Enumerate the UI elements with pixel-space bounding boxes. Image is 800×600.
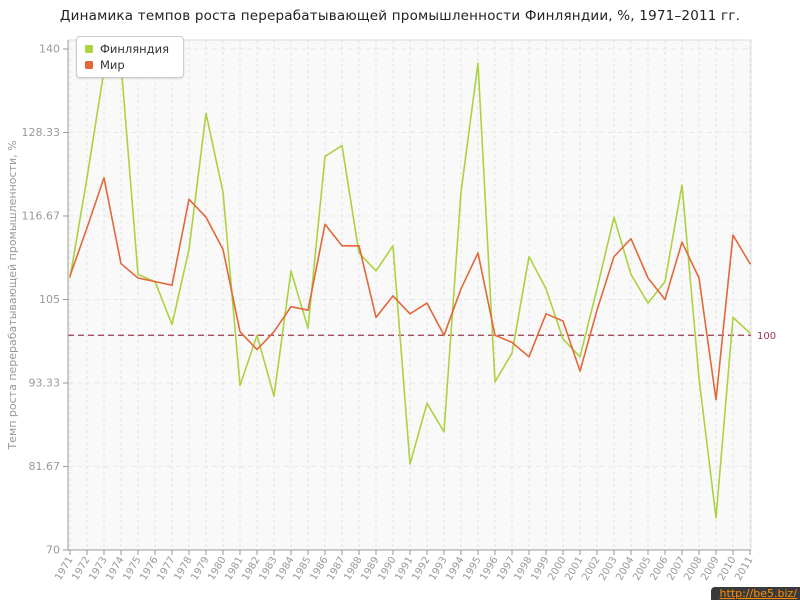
y-axis-title: Темп роста перерабатывающей промышленнос… bbox=[6, 140, 19, 450]
legend-swatch bbox=[85, 61, 93, 69]
chart-title: Динамика темпов роста перерабатывающей п… bbox=[59, 8, 741, 24]
legend-label: Финляндия bbox=[100, 42, 170, 56]
watermark-link[interactable]: http://be5.biz/ bbox=[710, 587, 800, 600]
line-world bbox=[69, 177, 751, 401]
legend-label: Мир bbox=[100, 58, 125, 72]
legend-item-finland[interactable]: Финляндия bbox=[85, 43, 169, 55]
guide-line-label: 100 bbox=[757, 331, 776, 342]
y-tick-label: 81.67 bbox=[29, 460, 61, 473]
x-tick-label: 2011 bbox=[733, 555, 755, 583]
legend: Финляндия Мир bbox=[76, 36, 185, 78]
y-tick-label: 128.33 bbox=[22, 126, 61, 139]
y-tick-label: 70 bbox=[46, 544, 60, 557]
y-tick-label: 93.33 bbox=[29, 377, 61, 390]
y-tick-label: 116.67 bbox=[22, 209, 61, 222]
legend-item-world[interactable]: Мир bbox=[85, 59, 169, 71]
legend-swatch bbox=[85, 45, 93, 53]
y-tick-label: 140 bbox=[39, 43, 60, 56]
y-tick-label: 105 bbox=[39, 293, 60, 306]
line-finland bbox=[69, 62, 751, 519]
